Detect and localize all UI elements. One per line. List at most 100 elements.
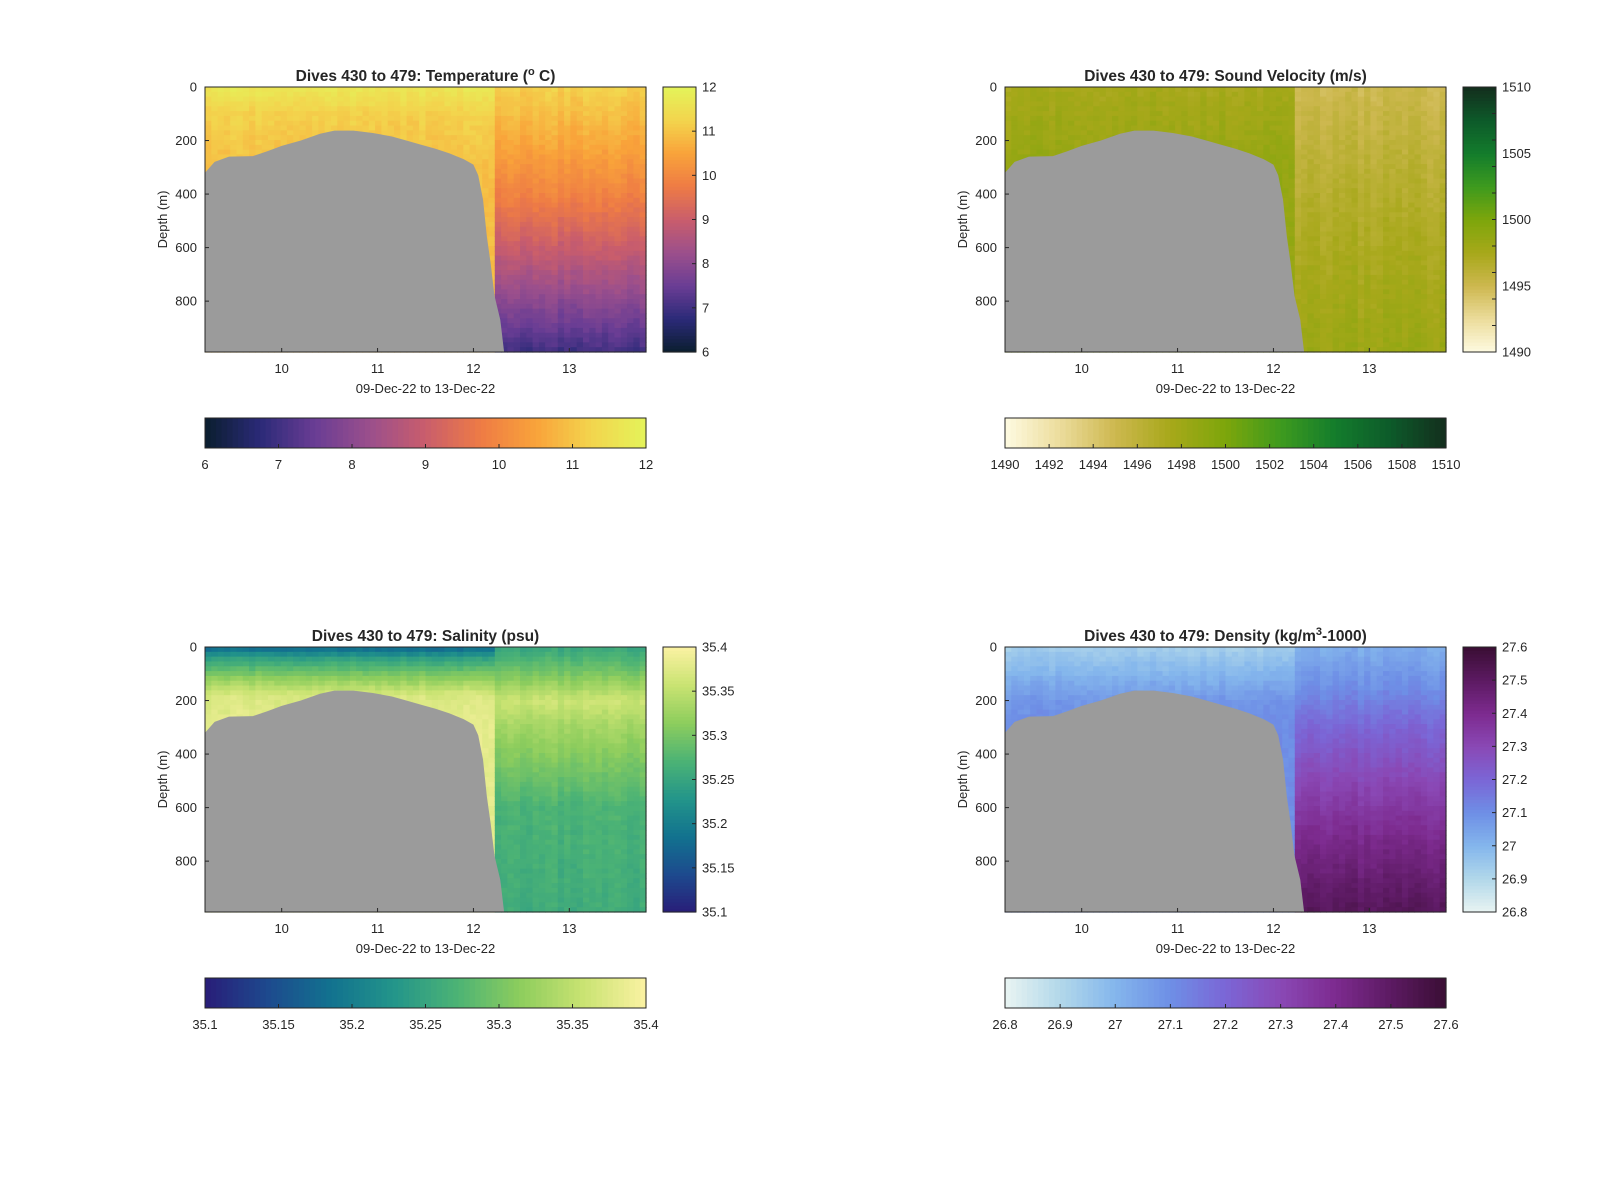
heatmap-cell <box>614 250 622 257</box>
heatmap-cell <box>608 226 616 233</box>
heatmap-cell <box>217 96 225 103</box>
heatmap-cell <box>501 299 508 305</box>
heatmap-cell <box>211 120 219 127</box>
heatmap-cell <box>526 212 534 218</box>
heatmap-cell <box>557 299 565 305</box>
heatmap-cell <box>620 106 628 112</box>
heatmap-cell <box>583 164 590 170</box>
heatmap-cell <box>639 327 647 334</box>
heatmap-cell <box>261 140 269 146</box>
heatmap-cell <box>633 299 641 305</box>
heatmap-cell <box>520 164 527 170</box>
heatmap-cell <box>268 115 275 122</box>
heatmap-cell <box>280 115 288 122</box>
heatmap-cell <box>1005 135 1012 141</box>
heatmap-cell <box>501 159 508 165</box>
heatmap-cell <box>450 87 458 93</box>
heatmap-cell <box>236 149 244 156</box>
heatmap-cell <box>520 231 527 237</box>
heatmap-cell <box>627 183 634 189</box>
heatmap-cell <box>570 178 578 184</box>
heatmap-cell <box>520 120 527 127</box>
heatmap-cell <box>564 265 571 271</box>
heatmap-cell <box>463 130 471 136</box>
heatmap-cell <box>494 130 502 136</box>
heatmap-cell <box>608 270 616 276</box>
heatmap-cell <box>526 183 534 189</box>
heatmap-cell <box>538 217 546 223</box>
heatmap-cell <box>564 226 571 233</box>
colorbar-segment <box>282 418 289 448</box>
heatmap-cell <box>501 342 508 348</box>
heatmap-cell <box>1049 125 1056 131</box>
heatmap-cell <box>255 91 263 98</box>
heatmap-cell <box>576 313 584 319</box>
heatmap-cell <box>419 111 427 117</box>
heatmap-cell <box>412 120 420 127</box>
heatmap-cell <box>343 91 351 98</box>
heatmap-cell <box>583 303 590 310</box>
heatmap-cell <box>520 246 527 252</box>
colorbar-segment <box>663 299 696 303</box>
heatmap-cell <box>444 130 452 136</box>
heatmap-cell <box>639 294 647 300</box>
heatmap-cell <box>620 221 628 228</box>
heatmap-cell <box>507 140 515 146</box>
y-tick-label: 600 <box>175 240 197 255</box>
heatmap-cell <box>570 135 578 141</box>
heatmap-cell <box>444 144 452 151</box>
colorbar-segment <box>663 106 696 111</box>
heatmap-cell <box>576 308 584 315</box>
heatmap-cell <box>639 135 647 141</box>
heatmap-cell <box>305 115 313 122</box>
heatmap-cell <box>589 212 597 218</box>
heatmap-cell <box>576 183 584 189</box>
heatmap-cell <box>627 91 634 98</box>
heatmap-cell <box>614 183 622 189</box>
heatmap-cell <box>538 149 546 156</box>
heatmap-cell <box>513 299 521 305</box>
colorbar-segment <box>663 140 696 144</box>
heatmap-cell <box>488 246 496 252</box>
heatmap-cell <box>1105 106 1113 112</box>
heatmap-cell <box>1011 91 1019 98</box>
heatmap-cell <box>507 337 515 343</box>
heatmap-cell <box>545 125 553 131</box>
colorbar-segment <box>348 418 355 448</box>
colorbar-segment <box>663 149 696 154</box>
heatmap-cell <box>318 106 326 112</box>
heatmap-cell <box>545 173 553 180</box>
heatmap-cell <box>381 111 389 117</box>
heatmap-cell <box>488 120 496 127</box>
heatmap-cell <box>576 347 584 353</box>
colorbar-segment <box>663 146 696 151</box>
heatmap-cell <box>576 120 584 127</box>
heatmap-cell <box>583 207 590 213</box>
heatmap-cell <box>608 91 616 98</box>
plot-frame <box>204 86 647 353</box>
colorbar-segment <box>663 222 696 227</box>
heatmap-cell <box>520 342 527 348</box>
heatmap-cell <box>633 144 641 151</box>
heatmap-cell <box>337 120 345 127</box>
heatmap-cell <box>570 193 578 199</box>
heatmap-cell <box>501 279 508 286</box>
heatmap-cell <box>595 260 603 266</box>
heatmap-cell <box>482 96 490 103</box>
colorbar-segment <box>663 126 696 131</box>
heatmap-cell <box>475 115 483 122</box>
heatmap-cell <box>520 332 527 339</box>
heatmap-cell <box>494 255 502 262</box>
heatmap-cell <box>501 125 508 131</box>
heatmap-cell <box>1093 101 1101 107</box>
heatmap-cell <box>1099 135 1107 141</box>
heatmap-cell <box>431 144 439 151</box>
heatmap-cell <box>639 337 647 343</box>
heatmap-cell <box>223 140 231 146</box>
heatmap-cell <box>614 91 622 98</box>
heatmap-cell <box>545 284 553 290</box>
heatmap-cell <box>551 318 559 324</box>
heatmap-cell <box>627 178 634 184</box>
heatmap-cell <box>381 101 389 107</box>
colorbar-segment <box>447 418 454 448</box>
